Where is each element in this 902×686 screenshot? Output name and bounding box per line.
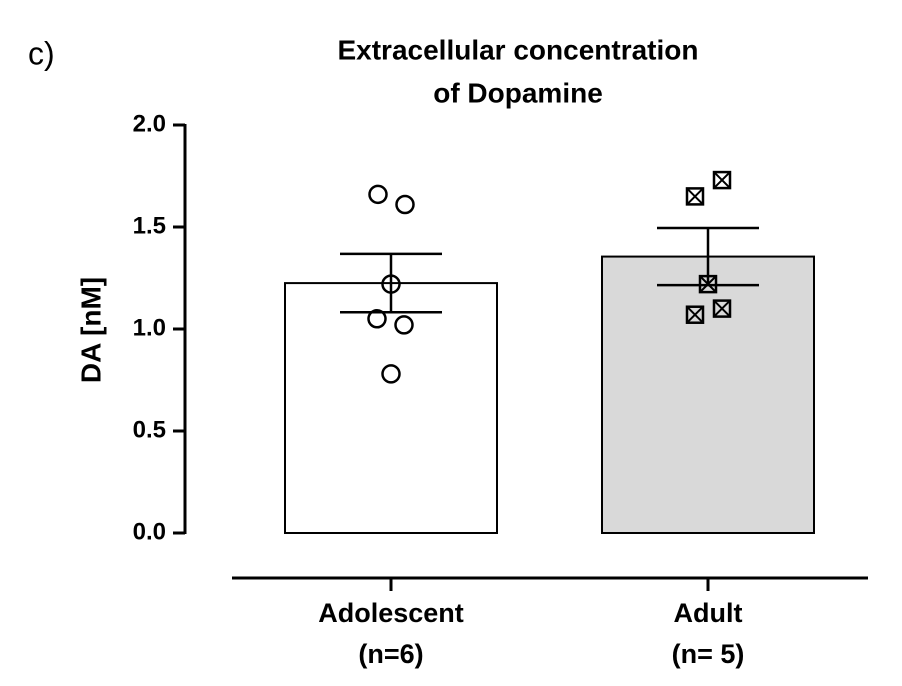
x-tick-label: Adolescent	[318, 598, 464, 628]
y-tick-label: 1.0	[133, 314, 166, 341]
point-cross	[686, 187, 704, 206]
y-axis-label: DA [nM]	[75, 277, 106, 383]
data-point	[381, 274, 401, 294]
point-cross	[699, 275, 717, 293]
error-bar	[340, 252, 442, 314]
point-box	[698, 274, 718, 294]
data-point	[395, 194, 415, 215]
y-tick-label: 0.0	[133, 518, 166, 545]
data-point	[394, 315, 414, 335]
x-tick-label: Adult	[674, 598, 743, 628]
y-tick-label: 0.5	[133, 416, 166, 443]
data-point	[698, 274, 718, 294]
bar	[284, 282, 498, 534]
point-box	[685, 187, 705, 206]
data-point	[367, 309, 387, 329]
data-point	[368, 184, 388, 205]
point-cross	[713, 171, 731, 189]
data-point	[712, 299, 732, 318]
point-box	[712, 170, 732, 190]
bar	[601, 255, 815, 534]
x-tick-note: (n= 5)	[672, 639, 745, 669]
point-box	[712, 299, 732, 318]
point-cross	[713, 299, 731, 318]
y-tick-label: 2.0	[133, 110, 166, 137]
y-tick-label: 1.5	[133, 212, 166, 239]
point-box	[685, 305, 705, 324]
point-cross	[686, 306, 704, 324]
panel-label: c)	[28, 35, 55, 71]
data-point	[685, 305, 705, 324]
chart-title: Extracellular concentration	[337, 34, 698, 65]
chart-title: of Dopamine	[433, 77, 603, 108]
data-point	[685, 187, 705, 206]
data-point	[381, 364, 401, 384]
x-tick-note: (n=6)	[358, 639, 423, 669]
data-point	[712, 170, 732, 190]
